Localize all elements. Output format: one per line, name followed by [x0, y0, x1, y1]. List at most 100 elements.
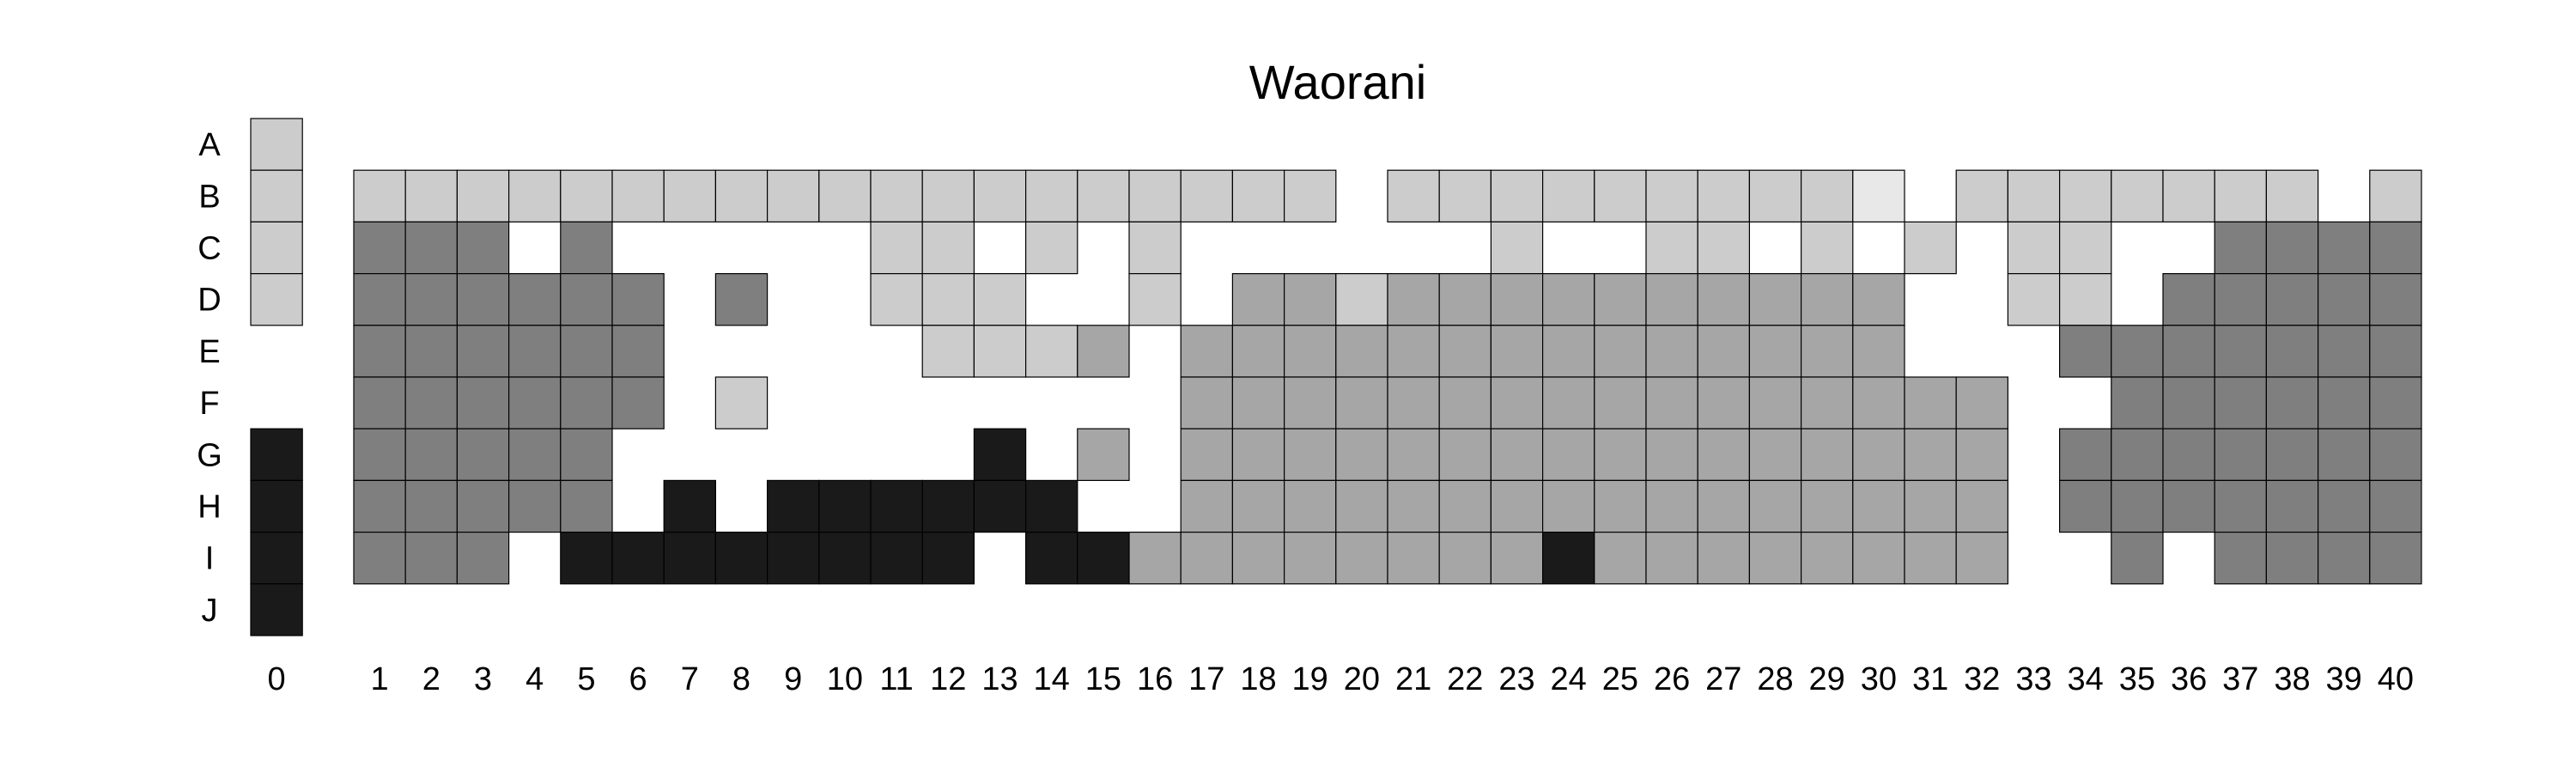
heatmap-cell-B-24: [1541, 169, 1595, 222]
heatmap-cell-C-33: [2007, 221, 2061, 275]
heatmap-cell-D-24: [1541, 273, 1595, 326]
heatmap-cell-D-3: [456, 273, 510, 326]
heatmap-cell-C-23: [1490, 221, 1544, 275]
heatmap-cell-B-26: [1645, 169, 1698, 222]
heatmap-cell-B-2: [404, 169, 459, 222]
heatmap-cell-B-5: [560, 169, 613, 222]
heatmap-cell-F-26: [1645, 376, 1698, 429]
heatmap-cell-H-5: [560, 479, 613, 533]
heatmap-cell-B-30: [1852, 169, 1905, 222]
column-label-7: 7: [681, 661, 699, 697]
heatmap-cell-C-3: [456, 221, 510, 275]
heatmap-cell-C-39: [2318, 221, 2371, 275]
heatmap-cell-D-25: [1594, 273, 1647, 326]
heatmap-cell-D-29: [1801, 273, 1854, 326]
heatmap-cell-B-8: [714, 169, 769, 222]
heatmap-cell-G-18: [1231, 428, 1285, 482]
heatmap-cell-I-14: [1024, 531, 1078, 585]
heatmap-cell-F-30: [1852, 376, 1905, 429]
heatmap-cell-H-17: [1180, 479, 1233, 533]
column-label-27: 27: [1705, 661, 1741, 697]
column-label-33: 33: [2015, 661, 2051, 697]
heatmap-cell-F-38: [2265, 376, 2319, 429]
heatmap-cell-E-20: [1335, 325, 1388, 378]
heatmap-cell-H-23: [1490, 479, 1544, 533]
column-label-40: 40: [2378, 661, 2414, 697]
heatmap-cell-H-39: [2318, 479, 2371, 533]
heatmap-cell-H-30: [1852, 479, 1905, 533]
heatmap-cell-E-26: [1645, 325, 1698, 378]
row-label-B: B: [198, 179, 220, 215]
heatmap-cell-I-16: [1128, 531, 1182, 585]
heatmap-cell-B-29: [1801, 169, 1854, 222]
column-label-2: 2: [422, 661, 440, 697]
heatmap-cell-F-25: [1594, 376, 1647, 429]
heatmap-cell-H-22: [1438, 479, 1492, 533]
heatmap-cell-D-19: [1283, 273, 1337, 326]
heatmap-cell-F-27: [1697, 376, 1750, 429]
heatmap-cell-I-38: [2265, 531, 2319, 585]
heatmap-cell-G-38: [2265, 428, 2319, 482]
heatmap-cell-C-34: [2059, 221, 2112, 275]
heatmap-cell-I-24: [1541, 531, 1595, 585]
heatmap-cell-I-25: [1594, 531, 1647, 585]
heatmap-cell-D-6: [611, 273, 665, 326]
heatmap-cell-H-21: [1387, 479, 1440, 533]
heatmap-cell-G-28: [1748, 428, 1802, 482]
heatmap-cell-G-34: [2059, 428, 2112, 482]
column-label-12: 12: [930, 661, 966, 697]
heatmap-cell-H-25: [1594, 479, 1647, 533]
heatmap-cell-I-6: [611, 531, 665, 585]
heatmap-cell-D-5: [560, 273, 613, 326]
heatmap-cell-D-12: [921, 273, 975, 326]
column-label-5: 5: [577, 661, 595, 697]
heatmap-cell-B-36: [2162, 169, 2215, 222]
heatmap-cell-H-2: [404, 479, 459, 533]
heatmap-cell-F-35: [2111, 376, 2164, 429]
column-label-34: 34: [2068, 661, 2104, 697]
column-label-31: 31: [1912, 661, 1948, 697]
heatmap-cell-C-16: [1128, 221, 1182, 275]
column-label-16: 16: [1137, 661, 1173, 697]
heatmap-cell-D-37: [2214, 273, 2267, 326]
heatmap-cell-F-24: [1541, 376, 1595, 429]
column-label-19: 19: [1292, 661, 1328, 697]
heatmap-cell-B-25: [1594, 169, 1647, 222]
heatmap-cell-E-1: [353, 325, 406, 378]
heatmap-cell-G-31: [1904, 428, 1957, 482]
heatmap-cell-E-19: [1283, 325, 1337, 378]
heatmap-cell-H-34: [2059, 479, 2112, 533]
heatmap-cell-B-1: [353, 169, 406, 222]
heatmap-cell-F-23: [1490, 376, 1544, 429]
heatmap-cell-D-36: [2162, 273, 2215, 326]
column-label-9: 9: [784, 661, 802, 697]
heatmap-cell-H-14: [1024, 479, 1078, 533]
heatmap-cell-D-21: [1387, 273, 1440, 326]
heatmap-cell-J-0: [250, 583, 303, 636]
heatmap-cell-E-36: [2162, 325, 2215, 378]
column-label-13: 13: [981, 661, 1018, 697]
column-label-8: 8: [732, 661, 750, 697]
heatmap-cell-E-15: [1077, 325, 1130, 378]
heatmap-cell-C-5: [560, 221, 613, 275]
heatmap-cell-E-22: [1438, 325, 1492, 378]
heatmap-cell-I-18: [1231, 531, 1285, 585]
heatmap-cell-E-21: [1387, 325, 1440, 378]
heatmap-cell-C-31: [1904, 221, 1957, 275]
heatmap-cell-G-5: [560, 428, 613, 482]
heatmap-cell-G-0: [250, 428, 303, 482]
heatmap-cell-C-14: [1024, 221, 1078, 275]
heatmap-cell-H-7: [663, 479, 717, 533]
column-label-0: 0: [268, 661, 286, 697]
heatmap-cell-H-38: [2265, 479, 2319, 533]
heatmap-cell-I-0: [250, 531, 303, 585]
heatmap-cell-D-18: [1231, 273, 1285, 326]
heatmap-cell-D-16: [1128, 273, 1182, 326]
heatmap-cell-B-6: [611, 169, 665, 222]
heatmap-cell-F-20: [1335, 376, 1388, 429]
heatmap-cell-G-2: [404, 428, 459, 482]
heatmap-cell-E-28: [1748, 325, 1802, 378]
heatmap-cell-B-11: [870, 169, 923, 222]
